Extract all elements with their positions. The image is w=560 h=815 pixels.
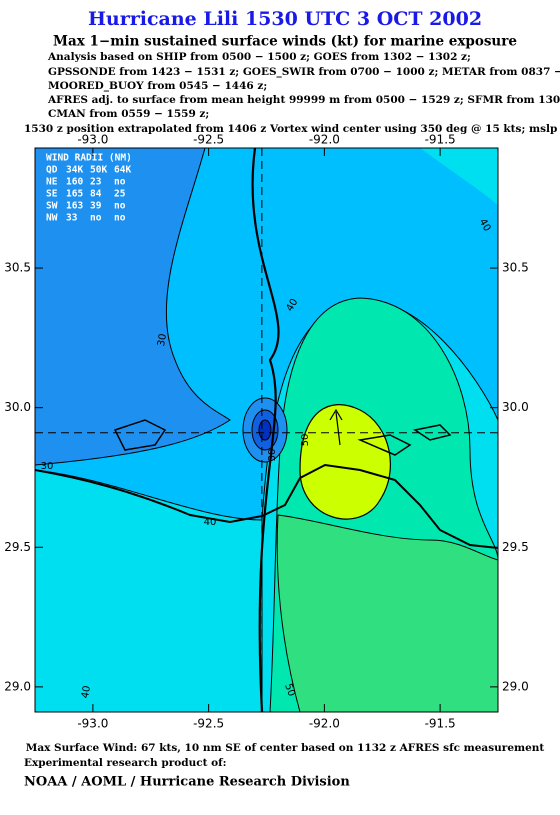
contour-label: 40 bbox=[80, 685, 93, 699]
wind-radii-cell: no bbox=[114, 213, 126, 224]
wind-radii-cell: no bbox=[114, 201, 126, 212]
lake bbox=[113, 419, 452, 456]
motion-arrow bbox=[329, 408, 343, 446]
wind-radii-cell: no bbox=[90, 213, 102, 224]
contour-label: 30 bbox=[156, 333, 169, 347]
y-tick-label: 30.5 bbox=[4, 261, 31, 275]
y-tick-label: 29.0 bbox=[4, 679, 31, 693]
map-field bbox=[35, 148, 498, 712]
analysis-line: CMAN from 0559 − 1559 z; bbox=[48, 108, 209, 120]
max-wind: Max Surface Wind: 67 kts, 10 nm SE of ce… bbox=[26, 742, 545, 754]
wind-radii-header: 64K bbox=[114, 165, 131, 176]
x-tick-label: -93.0 bbox=[77, 717, 108, 731]
credit: Experimental research product of: bbox=[24, 757, 227, 769]
wind-radii-cell: 25 bbox=[114, 189, 126, 200]
wind-radii-cell: NW bbox=[46, 213, 58, 224]
x-tick-label: -92.5 bbox=[193, 717, 224, 731]
analysis-line: MOORED_BUOY from 0545 − 1446 z; bbox=[48, 80, 267, 93]
y-tick-label: 30.0 bbox=[4, 400, 31, 414]
x-tick-label: -92.0 bbox=[309, 717, 340, 731]
wind-radii-header: 34K bbox=[66, 165, 83, 176]
wind-radii-cell: SE bbox=[46, 189, 58, 200]
organization: NOAA / AOML / Hurricane Research Divisio… bbox=[24, 775, 350, 790]
wind-radii-cell: 165 bbox=[66, 189, 83, 200]
x-tick-label: -91.5 bbox=[425, 133, 456, 147]
region-60-70 bbox=[276, 514, 498, 712]
wind-radii-cell: 39 bbox=[90, 201, 102, 212]
analysis-line: AFRES adj. to surface from mean height 9… bbox=[47, 94, 560, 106]
contour-label: 50 bbox=[300, 434, 311, 447]
wind-radii-cell: no bbox=[114, 177, 126, 188]
plot-frame bbox=[34, 147, 499, 713]
subtitle: Max 1−min sustained surface winds (kt) f… bbox=[53, 34, 517, 50]
wind-radii-cell: 84 bbox=[90, 189, 102, 200]
wind-radii-cell: 23 bbox=[90, 177, 102, 188]
y-tick-label: 29.0 bbox=[502, 679, 529, 693]
analysis-line: GPSSONDE from 1423 − 1531 z; GOES_SWIR f… bbox=[48, 66, 560, 79]
wind-radii-cell: 160 bbox=[66, 177, 83, 188]
coastline bbox=[35, 463, 498, 549]
y-tick-label: 29.5 bbox=[4, 540, 31, 554]
title: Hurricane Lili 1530 UTC 3 OCT 2002 bbox=[88, 8, 482, 30]
y-tick-label: 29.5 bbox=[502, 540, 529, 554]
wind-radii-header: QD bbox=[46, 165, 58, 176]
contour-label: 50 bbox=[282, 682, 297, 698]
contour-label: 30 bbox=[41, 461, 54, 472]
x-tick-label: -93.0 bbox=[77, 133, 108, 147]
position-note: 1530 z position extrapolated from 1406 z… bbox=[24, 123, 560, 135]
wind-radii-cell: SW bbox=[46, 201, 58, 212]
x-tick-label: -91.5 bbox=[425, 717, 456, 731]
wind-radii-cell: NE bbox=[46, 177, 58, 188]
x-tick-label: -92.0 bbox=[309, 133, 340, 147]
contour-label: 40 bbox=[204, 517, 217, 528]
y-tick-label: 30.0 bbox=[502, 400, 529, 414]
eye-contour bbox=[258, 419, 272, 441]
wind-radii-header: 50K bbox=[90, 165, 107, 176]
wind-radii-cell: 163 bbox=[66, 201, 83, 212]
x-tick-label: -92.5 bbox=[193, 133, 224, 147]
region-below-30 bbox=[35, 148, 231, 466]
analysis-line: Analysis based on SHIP from 0500 − 1500 … bbox=[47, 51, 471, 63]
wind-radii-cell: 33 bbox=[66, 213, 78, 224]
y-tick-label: 30.5 bbox=[502, 261, 529, 275]
contour-label: 30 bbox=[267, 449, 278, 462]
wind-radii-title: WIND RADII (NM) bbox=[46, 153, 132, 164]
region-40-50 bbox=[420, 148, 498, 205]
